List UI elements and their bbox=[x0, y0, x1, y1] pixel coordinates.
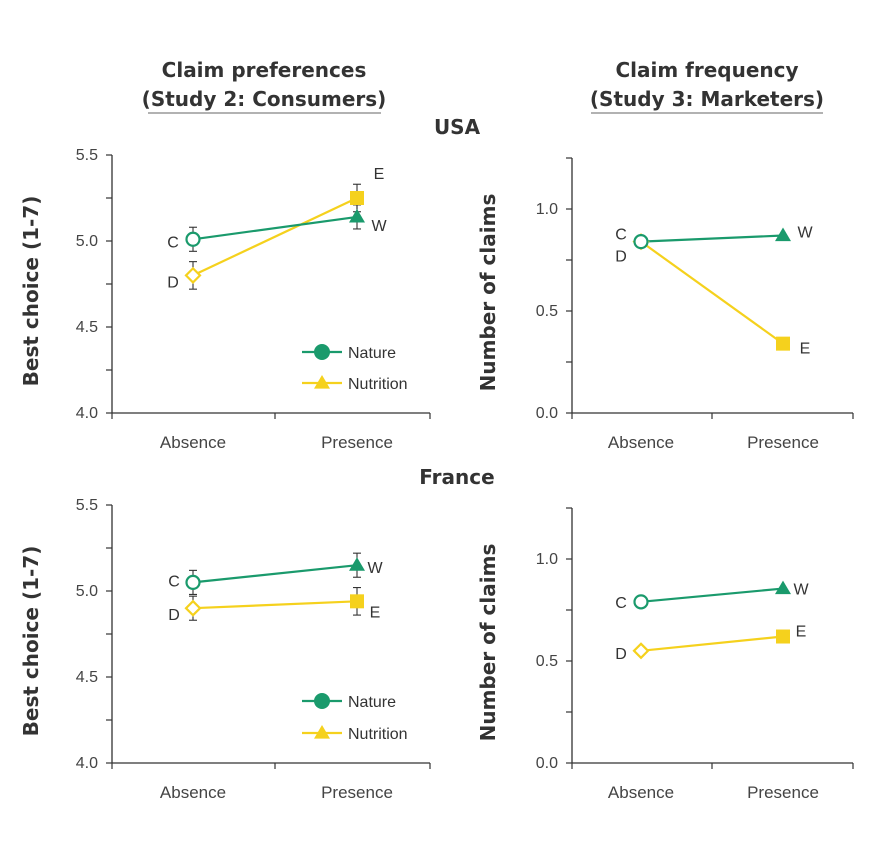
series-nutrition-point-label: C bbox=[615, 227, 627, 244]
series-nature-point bbox=[633, 594, 649, 610]
column-title-consumers: Claim preferences (Study 2: Consumers) bbox=[142, 58, 387, 114]
y-tick-label: 5.5 bbox=[76, 147, 98, 164]
y-tick-label: 0.0 bbox=[536, 405, 558, 422]
y-tick-label: 4.0 bbox=[76, 405, 98, 422]
y-tick-label: 4.5 bbox=[76, 669, 98, 686]
x-tick-label: Presence bbox=[321, 783, 393, 802]
y-tick-label: 5.5 bbox=[76, 497, 98, 514]
series-nature-point-label: W bbox=[797, 225, 813, 242]
series-nature-point-label: C bbox=[167, 234, 179, 251]
y-tick-label: 4.5 bbox=[76, 319, 98, 336]
chart-france-marketers: 0.0 0.5 1.0 Absence Presence Number of claims… bbox=[476, 507, 854, 802]
series-nature-point-label: W bbox=[367, 560, 383, 577]
series-nature-line bbox=[192, 564, 358, 584]
series-nutrition-point bbox=[350, 191, 364, 205]
series-nutrition-point-label: E bbox=[370, 604, 381, 621]
x-tick-label: Absence bbox=[608, 433, 674, 452]
series-nutrition-point bbox=[184, 599, 202, 617]
legend-nature-marker bbox=[314, 344, 330, 360]
column-title-marketers-line1: Claim frequency bbox=[615, 58, 798, 82]
x-tick-label: Presence bbox=[747, 783, 819, 802]
legend-nutrition-marker bbox=[314, 375, 330, 389]
column-title-consumers-line2: (Study 2: Consumers) bbox=[142, 87, 387, 111]
y-tick-label: 1.0 bbox=[536, 551, 558, 568]
x-tick-label: Presence bbox=[321, 433, 393, 452]
y-tick-label: 0.5 bbox=[536, 653, 558, 670]
section-title-france: France bbox=[419, 465, 494, 489]
series-nature-point-label: C bbox=[615, 595, 627, 612]
y-axis-label: Number of claims bbox=[476, 544, 500, 742]
series-nutrition-point-label: D bbox=[168, 607, 180, 624]
series-nature-point bbox=[185, 574, 201, 591]
legend-nature-label: Nature bbox=[348, 694, 396, 711]
chart-france-consumers: 4.0 4.5 5.0 5.5 Absence Presence Best choice (… bbox=[19, 497, 431, 802]
column-title-consumers-line1: Claim preferences bbox=[162, 58, 367, 82]
legend-nutrition-label: Nutrition bbox=[348, 376, 408, 393]
series-nature-point bbox=[185, 231, 201, 247]
series-nature-point bbox=[349, 557, 365, 571]
series-nature-point-label: W bbox=[793, 582, 809, 599]
series-nature-line bbox=[640, 234, 784, 243]
legend-nature-label: Nature bbox=[348, 345, 396, 362]
y-axis-label: Best choice (1-7) bbox=[19, 196, 43, 387]
x-tick-label: Presence bbox=[747, 433, 819, 452]
series-nature-line bbox=[640, 587, 784, 603]
series-nutrition-point-label: E bbox=[800, 341, 811, 358]
y-axis-label: Number of claims bbox=[476, 194, 500, 392]
series-nature-point-label: C bbox=[168, 573, 180, 590]
series-nature-point bbox=[775, 580, 791, 595]
y-tick-label: 5.0 bbox=[76, 233, 98, 250]
column-title-marketers-line2: (Study 3: Marketers) bbox=[590, 87, 824, 111]
x-tick-label: Absence bbox=[160, 433, 226, 452]
series-nutrition-line bbox=[640, 635, 784, 652]
chart-usa-marketers: 0.0 0.5 1.0 Absence Presence Number of claims… bbox=[476, 157, 854, 452]
series-nutrition-point-label: D bbox=[167, 274, 179, 291]
series-nature-point-label: D bbox=[615, 249, 627, 266]
legend-nutrition-marker bbox=[314, 725, 330, 739]
y-tick-label: 0.0 bbox=[536, 755, 558, 772]
chart-usa-consumers: 4.0 4.5 5.0 5.5 Absence Presence Best choice (… bbox=[19, 147, 431, 452]
series-nature-line bbox=[192, 215, 358, 241]
legend-nutrition-label: Nutrition bbox=[348, 726, 408, 743]
y-tick-label: 4.0 bbox=[76, 755, 98, 772]
y-axis-label: Best choice (1-7) bbox=[19, 546, 43, 737]
series-nutrition-point bbox=[776, 336, 790, 351]
series-nutrition-point bbox=[776, 629, 790, 644]
series-nutrition-point bbox=[184, 266, 202, 284]
series-nutrition-line bbox=[640, 240, 784, 345]
y-tick-label: 0.5 bbox=[536, 303, 558, 320]
legend-nature-marker bbox=[314, 693, 330, 709]
series-nutrition-line bbox=[192, 197, 358, 277]
series-nature-point bbox=[633, 234, 649, 250]
series-nutrition-point bbox=[350, 594, 364, 609]
y-tick-label: 1.0 bbox=[536, 201, 558, 218]
series-nature-point bbox=[775, 227, 791, 242]
y-tick-label: 5.0 bbox=[76, 583, 98, 600]
series-nutrition-point-label: E bbox=[374, 166, 385, 183]
x-tick-label: Absence bbox=[608, 783, 674, 802]
series-nutrition-point-label: D bbox=[615, 646, 627, 663]
column-title-marketers: Claim frequency (Study 3: Marketers) bbox=[590, 58, 824, 114]
series-nature-point-label: W bbox=[371, 218, 387, 235]
x-tick-label: Absence bbox=[160, 783, 226, 802]
series-nature-point bbox=[349, 208, 365, 223]
section-title-usa: USA bbox=[434, 115, 481, 139]
series-nutrition-line bbox=[192, 600, 358, 610]
series-nutrition-point bbox=[632, 642, 650, 660]
series-nutrition-point-label: E bbox=[796, 624, 807, 641]
